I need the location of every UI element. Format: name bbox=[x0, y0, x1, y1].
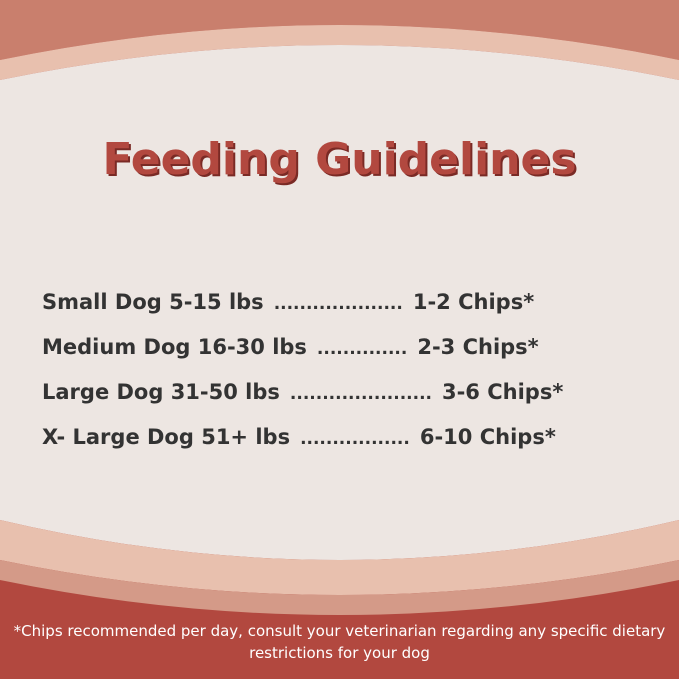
feeding-row: X- Large Dog 51+ lbs................. 6-1… bbox=[42, 425, 566, 449]
feeding-row: Large Dog 31-50 lbs.....................… bbox=[42, 380, 573, 404]
row-dots: ................. bbox=[300, 429, 410, 449]
row-chips: 6-10 Chips* bbox=[419, 425, 556, 449]
footnote: *Chips recommended per day, consult your… bbox=[13, 622, 666, 662]
row-size: Large Dog 31-50 lbs bbox=[42, 380, 280, 404]
row-chips: 1-2 Chips* bbox=[412, 290, 535, 314]
feeding-row: Small Dog 5-15 lbs.................... 1-… bbox=[42, 290, 544, 314]
row-dots: ...................... bbox=[289, 384, 432, 404]
row-chips: 3-6 Chips* bbox=[441, 380, 564, 404]
row-dots: .................... bbox=[273, 294, 403, 314]
row-size: Small Dog 5-15 lbs bbox=[42, 290, 264, 314]
title: Feeding Guidelines bbox=[102, 134, 577, 185]
feeding-row: Medium Dog 16-30 lbs.............. 2-3 Ch… bbox=[42, 335, 549, 359]
row-size: Medium Dog 16-30 lbs bbox=[42, 335, 307, 359]
row-chips: 2-3 Chips* bbox=[417, 335, 539, 359]
row-size: X- Large Dog 51+ lbs bbox=[42, 425, 291, 449]
row-dots: .............. bbox=[316, 339, 408, 359]
